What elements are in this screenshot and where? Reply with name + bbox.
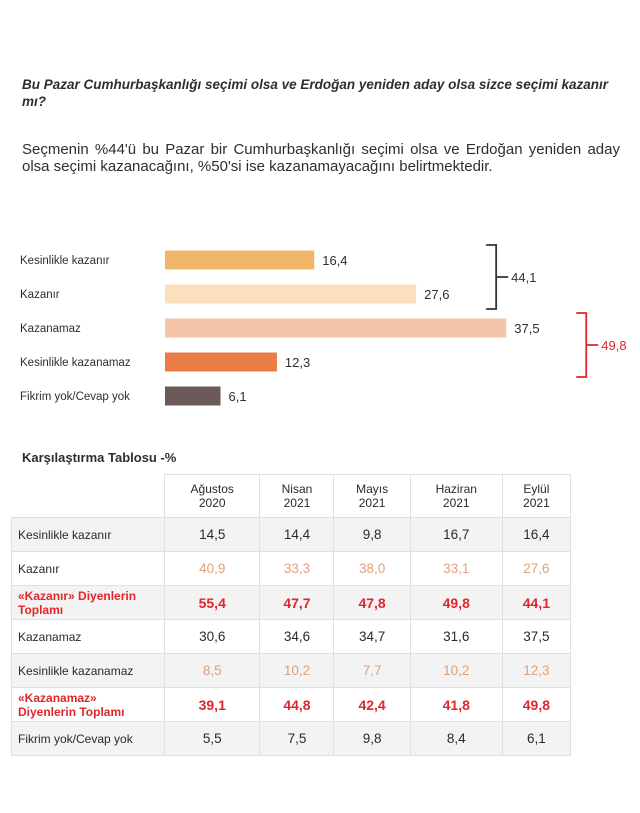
table-cell: 38,0 bbox=[333, 551, 411, 586]
row-label: «Kazanır» Diyenlerin Toplamı bbox=[11, 585, 165, 620]
table-cell: 14,5 bbox=[163, 517, 261, 552]
row-label: Fikrim yok/Cevap yok bbox=[11, 721, 165, 756]
table-row: Fikrim yok/Cevap yok 5,5 7,5 9,8 8,4 6,1 bbox=[11, 721, 572, 756]
bar-category-label: Kazanamaz bbox=[20, 323, 81, 335]
group-total-label: 49,8 bbox=[601, 338, 626, 353]
table-cell: 41,8 bbox=[409, 687, 503, 722]
table-cell: 40,9 bbox=[163, 551, 261, 586]
row-label: Kesinlikle kazanır bbox=[11, 517, 165, 552]
table-cell: 8,5 bbox=[163, 653, 261, 688]
comparison-table: Ağustos 2020 Nisan 2021 Mayıs 2021 Haziran 2… bbox=[11, 474, 572, 756]
bar-category-label: Kesinlikle kazanır bbox=[20, 255, 110, 267]
table-cell: 5,5 bbox=[163, 721, 261, 756]
bar-category-label: Fikrim yok/Cevap yok bbox=[20, 391, 130, 403]
table-cell: 49,8 bbox=[501, 687, 572, 722]
table-cell: 30,6 bbox=[163, 619, 261, 654]
table-cell: 16,7 bbox=[409, 517, 503, 552]
table-cell: 33,1 bbox=[409, 551, 503, 586]
bar-value-label: 6,1 bbox=[229, 389, 247, 404]
column-header: Eylül 2021 bbox=[501, 474, 572, 518]
table-cell: 34,6 bbox=[259, 619, 335, 654]
group-bracket bbox=[486, 244, 509, 310]
row-label: Kazanamaz bbox=[11, 619, 165, 654]
comparison-table-title: Karşılaştırma Tablosu -% bbox=[22, 450, 177, 465]
table-cell: 7,5 bbox=[259, 721, 335, 756]
table-cell: 6,1 bbox=[501, 721, 572, 756]
table-cell: 33,3 bbox=[259, 551, 335, 586]
horizontal-bar-chart: Kesinlikle kazanır 16,4 Kazanır 27,6 Kazanam… bbox=[20, 244, 627, 406]
table-cell: 47,7 bbox=[259, 585, 335, 620]
table-row: Kazanamaz 30,6 34,6 34,7 31,6 37,5 bbox=[11, 619, 572, 654]
group-bracket bbox=[576, 312, 599, 378]
table-cell: 42,4 bbox=[333, 687, 411, 722]
summary-text: Seçmenin %44'ü bu Pazar bir Cumhurbaşkan… bbox=[22, 141, 620, 175]
table-cell: 12,3 bbox=[501, 653, 572, 688]
column-header: Nisan 2021 bbox=[259, 474, 335, 518]
table-cell: 44,8 bbox=[259, 687, 335, 722]
bar-value-label: 16,4 bbox=[322, 253, 347, 268]
table-cell: 9,8 bbox=[333, 517, 411, 552]
table-row: Kazanır 40,9 33,3 38,0 33,1 27,6 bbox=[11, 551, 572, 586]
table-cell: 10,2 bbox=[259, 653, 335, 688]
table-row-total: «Kazanır» Diyenlerin Toplamı 55,4 47,7 4… bbox=[11, 585, 572, 620]
table-cell: 31,6 bbox=[409, 619, 503, 654]
table-cell: 37,5 bbox=[501, 619, 572, 654]
bar bbox=[165, 284, 417, 304]
row-label: «Kazanamaz» Diyenlerin Toplamı bbox=[11, 687, 165, 722]
column-header: Haziran 2021 bbox=[409, 474, 503, 518]
table-cell: 34,7 bbox=[333, 619, 411, 654]
table-cell: 9,8 bbox=[333, 721, 411, 756]
table-cell: 47,8 bbox=[333, 585, 411, 620]
row-label: Kazanır bbox=[11, 551, 165, 586]
row-label: Kesinlikle kazanamaz bbox=[11, 653, 165, 688]
table-cell: 10,2 bbox=[409, 653, 503, 688]
table-cell: 16,4 bbox=[501, 517, 572, 552]
table-cell: 7,7 bbox=[333, 653, 411, 688]
bar-value-label: 12,3 bbox=[285, 355, 310, 370]
table-cell: 27,6 bbox=[501, 551, 572, 586]
table-cell: 8,4 bbox=[409, 721, 503, 756]
table-row: Kesinlikle kazanamaz 8,5 10,2 7,7 10,2 1… bbox=[11, 653, 572, 688]
survey-question: Bu Pazar Cumhurbaşkanlığı seçimi olsa ve… bbox=[22, 77, 608, 109]
table-cell: 14,4 bbox=[259, 517, 335, 552]
table-cell: 55,4 bbox=[163, 585, 261, 620]
bar bbox=[165, 318, 507, 338]
bar bbox=[165, 250, 315, 270]
table-row: Kesinlikle kazanır 14,5 14,4 9,8 16,7 16… bbox=[11, 517, 572, 552]
group-total-label: 44,1 bbox=[511, 270, 536, 285]
bar-category-label: Kesinlikle kazanamaz bbox=[20, 357, 131, 369]
column-header: Mayıs 2021 bbox=[333, 474, 411, 518]
table-cell: 44,1 bbox=[501, 585, 572, 620]
table-cell: 49,8 bbox=[409, 585, 503, 620]
bar-category-label: Kazanır bbox=[20, 289, 60, 301]
bar-value-label: 37,5 bbox=[514, 321, 539, 336]
table-row-total: «Kazanamaz» Diyenlerin Toplamı 39,1 44,8… bbox=[11, 687, 572, 722]
bar bbox=[165, 386, 221, 406]
bar-value-label: 27,6 bbox=[424, 287, 449, 302]
column-header: Ağustos 2020 bbox=[163, 474, 261, 518]
table-cell: 39,1 bbox=[163, 687, 261, 722]
header-empty bbox=[11, 474, 165, 518]
bar bbox=[165, 352, 277, 372]
